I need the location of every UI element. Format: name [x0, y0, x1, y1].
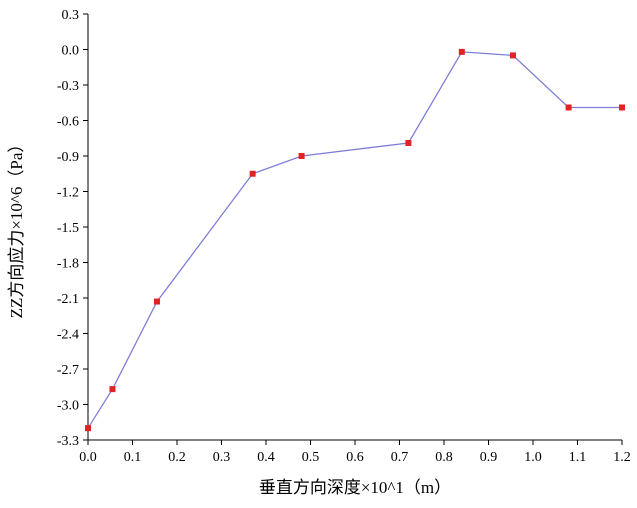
y-axis-title: ZZ方向应力×10^6（Pa） — [7, 136, 26, 319]
x-tick-label: 1.2 — [613, 450, 631, 465]
x-tick-label: 1.1 — [569, 450, 587, 465]
x-tick-label: 1.0 — [524, 450, 542, 465]
y-tick-label: -0.6 — [57, 115, 79, 130]
y-tick-label: -2.7 — [57, 363, 79, 378]
x-axis-title: 垂直方向深度×10^1（m） — [259, 478, 451, 497]
x-tick-label: 0.7 — [391, 450, 409, 465]
data-point-marker — [405, 139, 412, 146]
data-point-marker — [619, 104, 625, 111]
y-tick-label: -2.4 — [57, 328, 79, 343]
data-point-marker — [85, 425, 91, 432]
y-tick-label: -1.5 — [57, 221, 79, 236]
y-tick-label: -1.8 — [57, 257, 79, 272]
x-tick-label: 0.4 — [257, 450, 275, 465]
y-tick-label: -3.3 — [57, 434, 79, 449]
x-tick-label: 0.2 — [168, 450, 186, 465]
x-tick-label: 0.3 — [213, 450, 231, 465]
y-tick-label: -0.9 — [57, 150, 79, 165]
data-point-marker — [509, 52, 516, 59]
x-tick-label: 0.1 — [124, 450, 142, 465]
x-tick-label: 0.0 — [79, 450, 97, 465]
data-point-marker — [458, 48, 465, 55]
x-tick-label: 0.5 — [302, 450, 320, 465]
data-point-marker — [109, 386, 116, 393]
x-tick-label: 0.9 — [480, 450, 498, 465]
x-tick-label: 0.8 — [435, 450, 453, 465]
x-tick-label: 0.6 — [346, 450, 364, 465]
y-tick-label: -3.0 — [57, 399, 79, 414]
y-tick-label: -2.1 — [57, 292, 79, 307]
data-line — [87, 51, 622, 429]
plot-area: 0.0 0.1 0.2 0.3 0.4 0.5 0.6 0.7 0.8 0.9 1.0 1.1 1.2 0… — [57, 8, 631, 465]
y-tick-label: -0.3 — [57, 79, 79, 94]
y-tick-label: 0.3 — [62, 8, 80, 23]
y-tick-label: -1.2 — [57, 186, 79, 201]
y-tick-label: 0.0 — [62, 44, 80, 59]
data-point-marker — [153, 298, 160, 305]
data-point-marker — [298, 153, 305, 159]
data-point-marker — [249, 170, 256, 177]
data-point-marker — [565, 104, 572, 111]
